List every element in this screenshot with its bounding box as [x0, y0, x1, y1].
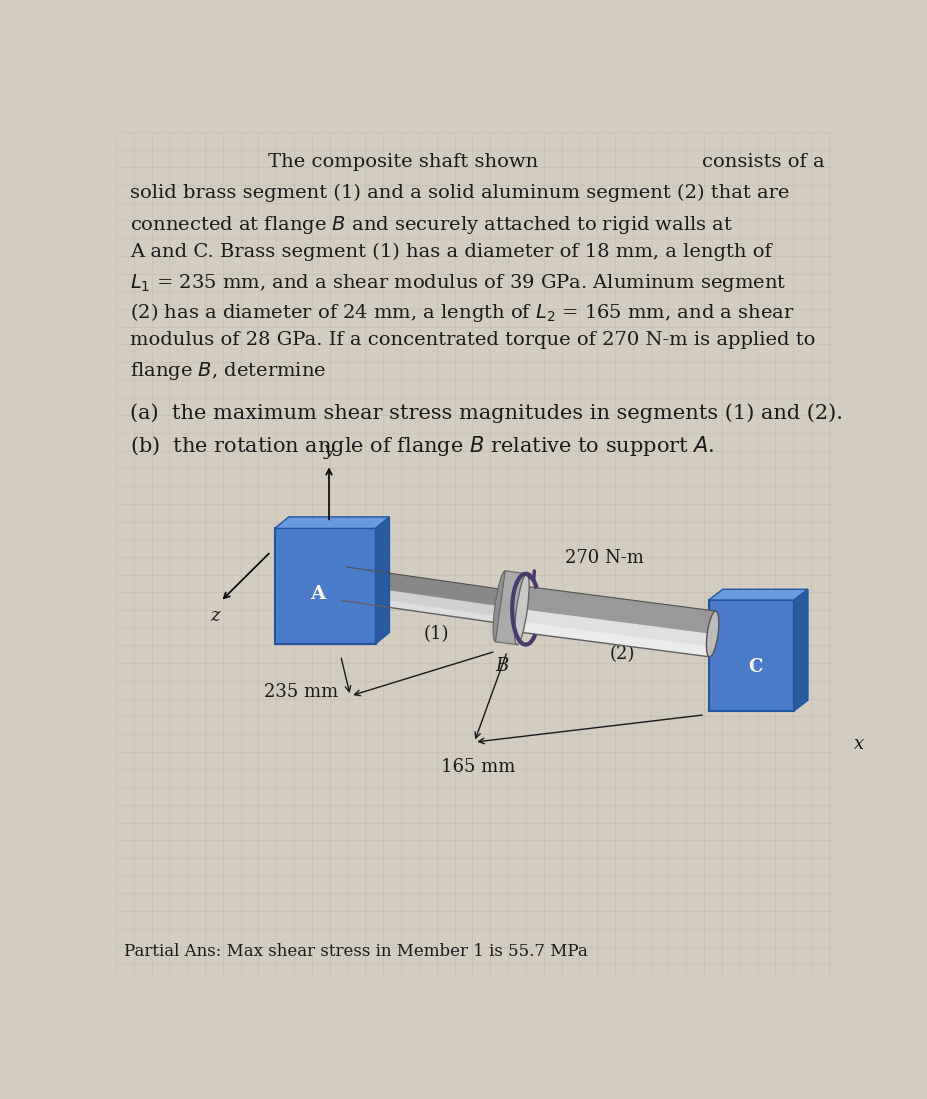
Polygon shape	[709, 589, 808, 600]
Text: $L_1$ = 235 mm, and a shear modulus of 39 GPa. Aluminum segment: $L_1$ = 235 mm, and a shear modulus of 3…	[130, 273, 786, 295]
Polygon shape	[375, 517, 389, 644]
Text: B: B	[495, 657, 508, 676]
Polygon shape	[508, 620, 711, 657]
Polygon shape	[274, 529, 375, 644]
Polygon shape	[511, 585, 716, 634]
Polygon shape	[794, 589, 808, 711]
Text: consists of a: consists of a	[703, 154, 825, 171]
Ellipse shape	[514, 574, 529, 645]
Text: y: y	[324, 441, 334, 459]
Text: 165 mm: 165 mm	[441, 757, 515, 776]
Text: (a)  the maximum shear stress magnitudes in segments (1) and (2).: (a) the maximum shear stress magnitudes …	[130, 403, 843, 423]
Text: (1): (1)	[424, 625, 449, 643]
Text: 235 mm: 235 mm	[264, 684, 338, 701]
Polygon shape	[342, 593, 510, 624]
Text: A and C. Brass segment (1) has a diameter of 18 mm, a length of: A and C. Brass segment (1) has a diamete…	[130, 243, 771, 260]
Ellipse shape	[706, 611, 718, 657]
Polygon shape	[508, 585, 716, 657]
Ellipse shape	[493, 570, 508, 642]
Polygon shape	[274, 517, 389, 529]
Polygon shape	[342, 584, 511, 624]
Text: (b)  the rotation angle of flange $B$ relative to support $A$.: (b) the rotation angle of flange $B$ rel…	[130, 434, 715, 457]
Text: flange $B$, determine: flange $B$, determine	[130, 359, 326, 381]
Polygon shape	[508, 608, 713, 657]
Text: A: A	[310, 585, 325, 603]
Text: C: C	[748, 658, 762, 676]
Polygon shape	[342, 567, 514, 624]
Text: (2): (2)	[609, 645, 635, 664]
Text: Partial Ans: Max shear stress in Member 1 is 55.7 MPa: Partial Ans: Max shear stress in Member …	[123, 943, 588, 959]
Polygon shape	[496, 570, 527, 645]
Polygon shape	[709, 600, 794, 711]
Text: 270 N-m: 270 N-m	[565, 548, 643, 567]
Text: modulus of 28 GPa. If a concentrated torque of 270 N-m is applied to: modulus of 28 GPa. If a concentrated tor…	[130, 331, 815, 348]
Text: z: z	[210, 607, 220, 625]
Text: solid brass segment (1) and a solid aluminum segment (2) that are: solid brass segment (1) and a solid alum…	[130, 185, 789, 202]
Text: The composite shaft shown: The composite shaft shown	[268, 154, 538, 171]
Text: x: x	[855, 735, 865, 753]
Text: (2) has a diameter of 24 mm, a length of $L_2$ = 165 mm, and a shear: (2) has a diameter of 24 mm, a length of…	[130, 301, 794, 324]
Polygon shape	[345, 567, 514, 608]
Text: connected at flange $B$ and securely attached to rigid walls at: connected at flange $B$ and securely att…	[130, 213, 733, 235]
